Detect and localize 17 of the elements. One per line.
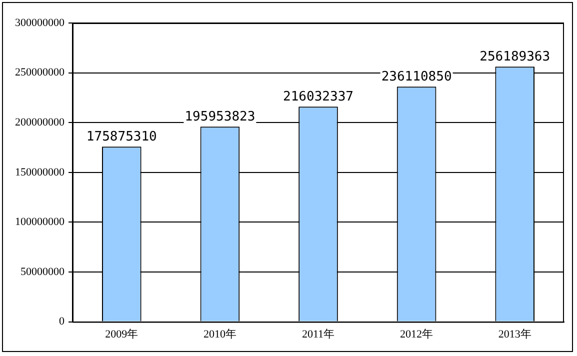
data-label: 195953823 <box>184 110 256 125</box>
x-tick-label: 2012年 <box>400 328 434 340</box>
y-tick-label: 150000000 <box>15 166 65 178</box>
y-tick-label: 250000000 <box>15 66 65 79</box>
data-label: 256189363 <box>480 50 550 65</box>
data-label: 216032337 <box>283 90 354 105</box>
y-tick-label: 100000000 <box>15 216 65 228</box>
y-tick-label: 300000000 <box>15 16 65 29</box>
data-label: 175875310 <box>86 130 157 145</box>
y-tick-label: 50000000 <box>20 266 65 278</box>
y-tick-label: 0 <box>59 316 65 328</box>
data-label: 236110850 <box>381 70 452 85</box>
x-tick-label: 2009年 <box>105 328 138 340</box>
x-tick-label: 2013年 <box>498 328 532 340</box>
y-tick-label: 200000000 <box>15 116 65 128</box>
x-tick-label: 2010年 <box>203 328 236 340</box>
x-tick-label: 2011年 <box>302 328 335 340</box>
